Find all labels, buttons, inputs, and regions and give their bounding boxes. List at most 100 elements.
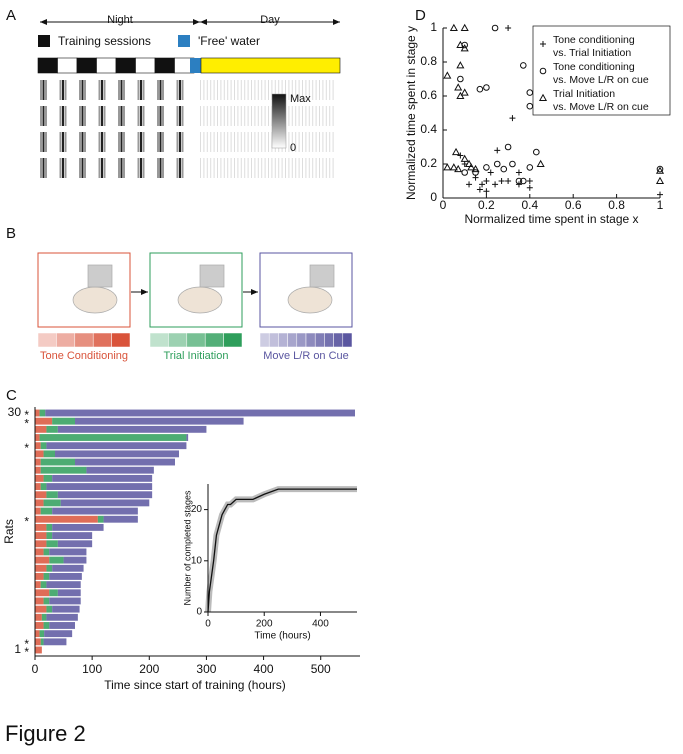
activity-strip [103,106,106,126]
activity-strip [213,106,215,126]
activity-strip [84,158,86,178]
activity-strip [274,80,276,100]
activity-strip [227,158,229,178]
point [456,40,465,48]
bar-segment [49,622,75,629]
activity-strip [206,106,208,126]
bar-segment [35,613,42,621]
activity-strip [220,106,222,126]
x-tick-label: 0 [205,619,211,630]
activity-strip [237,158,239,178]
activity-strip [159,132,162,152]
activity-strip [210,106,212,126]
activity-strip [281,80,283,100]
point [479,181,486,188]
activity-strip [42,132,45,152]
session-block [135,57,156,74]
point [492,181,499,188]
activity-strip [319,106,320,126]
activity-strip [137,158,140,178]
annotation: * [24,416,29,430]
x-tick-label: 300 [196,662,216,676]
activity-strip [230,158,232,178]
bar-segment [35,573,44,580]
bar-segment [49,548,87,556]
panel-label: A [6,7,16,24]
session-block [76,57,97,74]
shade-step [259,332,270,348]
bar-segment [49,556,64,564]
bar-segment [46,605,53,613]
bar-segment [43,499,61,507]
activity-strip [217,132,218,152]
panel-label: D [415,7,426,24]
bar-segment [52,507,138,515]
legend-swatch [178,35,190,47]
activity-strip [315,80,317,100]
bar-segment [43,474,53,482]
activity-strip [64,80,67,100]
point [464,159,474,167]
session-block [115,57,136,74]
point [454,164,463,173]
activity-strip [298,132,300,152]
bar-segment [39,630,45,638]
activity-strip [142,106,145,126]
activity-strip [79,106,81,126]
bar-segment [43,450,55,458]
x-tick-label: 0.6 [565,198,582,212]
x-tick-label: 100 [82,662,102,676]
activity-strip [64,132,67,152]
point [505,25,512,31]
y-tick-label: 0 [196,607,202,618]
activity-strip [203,106,205,126]
x-tick-label: 500 [311,662,331,676]
annotation: * [24,408,29,422]
y-tick-label: 0.4 [420,122,437,136]
bar-segment [40,466,87,474]
activity-strip [298,80,300,100]
bar-segment [43,548,50,556]
point [504,143,512,151]
activity-strip [181,158,184,178]
bar-segment [46,523,53,531]
activity-strip [210,80,212,100]
activity-strip [288,132,290,152]
activity-strip [305,106,307,126]
point [538,93,548,101]
bar-segment [49,597,81,605]
point [460,154,469,162]
bar-segment [46,491,58,499]
activity-strip [240,158,242,178]
legend-label: Tone conditioning vs. Move L/R on cue [553,61,649,86]
activity-strip [268,132,269,152]
x-tick-label: 400 [312,619,329,630]
activity-strip [210,132,212,152]
x-axis-label: Time (hours) [254,631,310,642]
stage-label: Trial Initiation [163,350,228,362]
activity-strip [312,106,314,126]
bar-segment [49,573,82,580]
bar-segment [52,564,84,572]
annotation: * [24,514,29,528]
activity-strip [288,158,290,178]
activity-strip [162,106,164,126]
activity-strip [257,80,259,100]
activity-strip [213,158,215,178]
bar-segment [46,581,81,589]
activity-strip [254,132,256,152]
bar-segment [46,540,58,548]
activity-strip [227,132,229,152]
point [519,62,527,69]
activity-strip [176,158,179,178]
activity-strip [237,106,239,126]
annotation: * [24,637,29,651]
activity-strip [40,106,42,126]
legend-label: 'Free' water [198,34,260,48]
y-tick-label: 20 [191,504,203,515]
activity-strip [264,80,266,100]
activity-strip [123,132,125,152]
bar-segment [46,532,53,540]
panel-label: B [6,225,16,242]
annotation: * [24,645,29,659]
